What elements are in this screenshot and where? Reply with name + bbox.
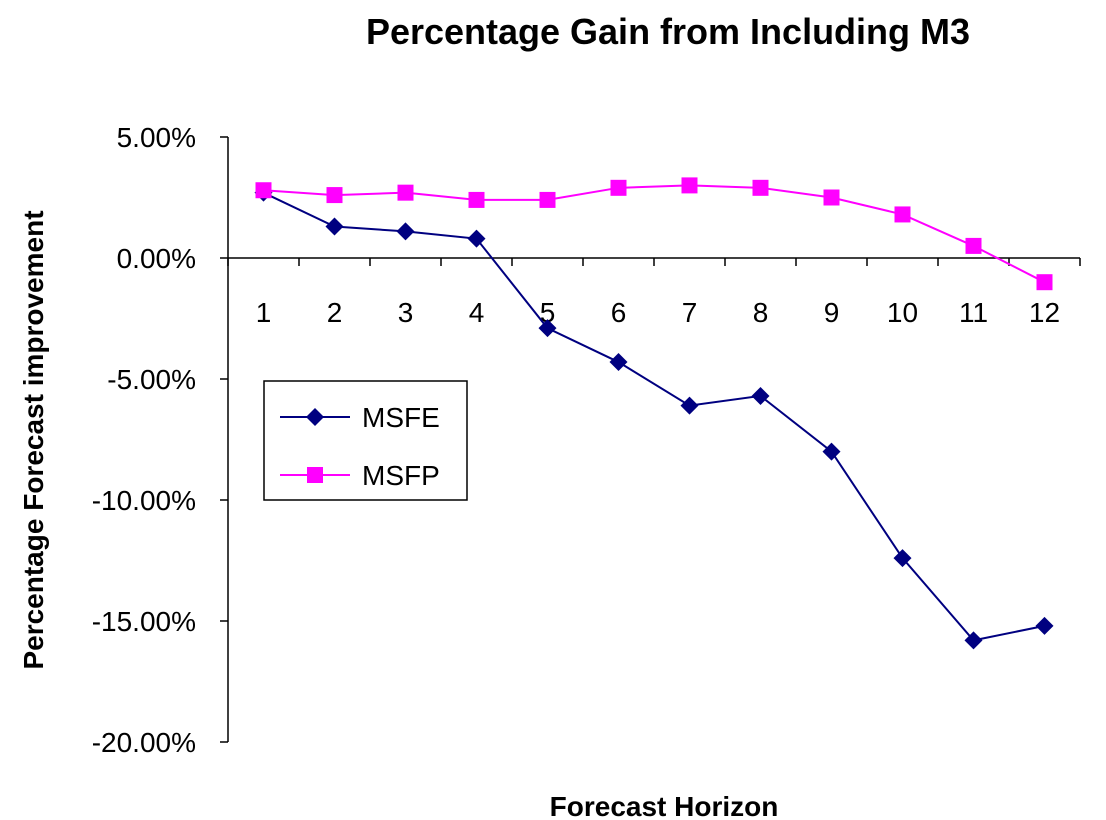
y-tick-label: 5.00% — [117, 122, 196, 153]
x-tick-label: 2 — [327, 297, 343, 328]
data-point-msfp — [255, 182, 272, 199]
y-tick-label: -10.00% — [92, 485, 196, 516]
legend-box — [263, 380, 468, 501]
x-tick-label: 1 — [256, 297, 272, 328]
data-point-msfp — [610, 179, 627, 196]
data-point-msfp — [1036, 274, 1053, 291]
x-tick-label: 10 — [887, 297, 918, 328]
data-point-msfe — [964, 631, 983, 650]
x-tick-label: 9 — [824, 297, 840, 328]
data-point-msfp — [681, 177, 698, 194]
x-tick-label: 8 — [753, 297, 769, 328]
x-tick-label: 3 — [398, 297, 414, 328]
data-point-msfp — [752, 179, 769, 196]
y-tick-label: -20.00% — [92, 727, 196, 758]
x-tick-label: 12 — [1029, 297, 1060, 328]
data-point-msfp — [468, 191, 485, 208]
legend-label-msfe: MSFE — [362, 402, 440, 433]
data-point-msfp — [894, 206, 911, 223]
axes: 5.00%0.00%-5.00%-10.00%-15.00%-20.00%1 2 3… — [92, 122, 1081, 758]
y-tick-label: 0.00% — [117, 243, 196, 274]
data-point-msfe — [538, 319, 557, 338]
data-point-msfe — [396, 222, 415, 241]
data-point-msfe — [893, 549, 912, 568]
legend-marker-msfp — [307, 467, 323, 483]
data-point-msfp — [965, 237, 982, 254]
legend-label-msfp: MSFP — [362, 460, 440, 491]
x-tick-label: 6 — [611, 297, 627, 328]
x-tick-label: 7 — [682, 297, 698, 328]
y-tick-label: -5.00% — [107, 364, 196, 395]
x-tick-label: 5 — [540, 297, 556, 328]
series-layer — [254, 177, 1054, 650]
legend: MSFE MSFP — [263, 380, 468, 501]
data-point-msfe — [822, 442, 841, 461]
x-tick-label: 11 — [959, 297, 988, 328]
series-line-msfe — [263, 191, 1045, 642]
y-axis-label: Percentage Forecast improvement — [18, 210, 49, 669]
data-point-msfe — [467, 229, 486, 248]
data-point-msfe — [680, 396, 699, 415]
legend-marker-msfe — [306, 408, 324, 426]
y-tick-label: -15.00% — [92, 606, 196, 637]
data-point-msfp — [326, 187, 343, 204]
chart-title: Percentage Gain from Including M3 — [366, 11, 970, 52]
x-tick-label: 4 — [469, 297, 485, 328]
data-point-msfe — [1035, 616, 1054, 635]
data-point-msfp — [823, 189, 840, 206]
data-point-msfe — [609, 353, 628, 372]
data-point-msfe — [325, 217, 344, 236]
data-point-msfp — [397, 184, 414, 201]
data-point-msfe — [751, 386, 770, 405]
series-line-msfp — [263, 184, 1045, 284]
x-axis-label: Forecast Horizon — [550, 791, 779, 820]
data-point-msfp — [539, 191, 556, 208]
